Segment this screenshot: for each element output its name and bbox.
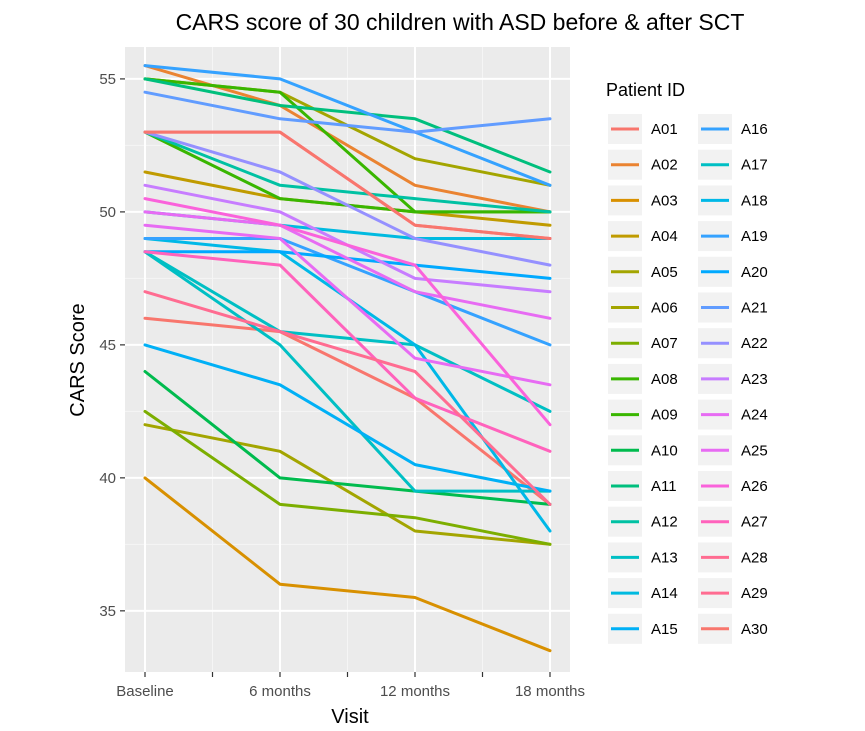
y-tick-label: 45 — [99, 337, 116, 354]
series-line-a26 — [143, 197, 552, 427]
series-line-a17 — [143, 250, 552, 413]
legend-label: A12 — [651, 514, 678, 531]
legend-label: A02 — [651, 157, 678, 174]
legend-label: A04 — [651, 228, 678, 245]
series-line-a30 — [143, 130, 552, 240]
y-tick-label: 55 — [99, 71, 116, 88]
y-axis-label: CARS Score — [67, 303, 89, 416]
legend-title: Patient ID — [606, 80, 685, 100]
series-line-a28 — [143, 290, 552, 506]
legend-label: A17 — [741, 157, 768, 174]
legend-label: A11 — [651, 478, 677, 495]
legend-label: A14 — [651, 585, 678, 602]
y-tick-label: 50 — [99, 204, 116, 221]
series-line-a11 — [143, 77, 552, 174]
series-line-a13 — [143, 250, 552, 493]
legend-label: A28 — [741, 549, 768, 566]
legend-label: A18 — [741, 192, 768, 209]
series-line-a21 — [143, 90, 552, 134]
legend-label: A26 — [741, 478, 768, 495]
legend-label: A08 — [651, 371, 678, 388]
x-axis-label: Visit — [331, 706, 369, 728]
series-line-a16 — [143, 64, 552, 187]
series-line-a03 — [143, 476, 552, 653]
y-tick-label: 40 — [99, 470, 116, 487]
x-tick-label: Baseline — [116, 683, 174, 700]
series-line-a01 — [143, 316, 552, 506]
x-axis: Baseline 6 months 12 months 18 months — [116, 672, 585, 700]
series-line-a19 — [143, 237, 552, 347]
legend-label: A30 — [741, 621, 768, 638]
legend-label: A16 — [741, 121, 768, 138]
x-tick-label: 18 months — [515, 683, 585, 700]
legend-label: A05 — [651, 264, 678, 281]
legend-label: A25 — [741, 442, 768, 459]
series-line-a10 — [143, 370, 552, 506]
legend-label: A21 — [741, 300, 768, 317]
legend-label: A13 — [651, 549, 678, 566]
legend-label: A10 — [651, 442, 678, 459]
series-line-a15 — [143, 343, 552, 493]
legend: Patient ID A01 A02 A03 A04 A05 A06 A07 A08 A09 A1… — [606, 80, 768, 644]
legend-label: A03 — [651, 192, 678, 209]
legend-label: A06 — [651, 300, 678, 317]
series-line-a12 — [143, 130, 552, 214]
chart-title: CARS score of 30 children with ASD befor… — [176, 9, 745, 35]
legend-label: A27 — [741, 514, 768, 531]
x-tick-label: 12 months — [380, 683, 450, 700]
series-line-a07 — [143, 409, 552, 546]
series-line-a22 — [143, 130, 552, 267]
legend-label: A24 — [741, 407, 768, 424]
series-line-a09 — [143, 77, 552, 214]
legend-label: A15 — [651, 621, 678, 638]
legend-label: A20 — [741, 264, 768, 281]
legend-label: A07 — [651, 335, 678, 352]
series-line-a25 — [143, 223, 552, 387]
x-tick-label: 6 months — [249, 683, 311, 700]
y-axis: 35 40 45 50 55 — [99, 71, 125, 620]
legend-label: A29 — [741, 585, 768, 602]
legend-label: A01 — [651, 121, 678, 138]
legend-label: A09 — [651, 407, 678, 424]
series-line-a05 — [143, 423, 552, 546]
y-tick-label: 35 — [99, 603, 116, 620]
legend-label: A23 — [741, 371, 768, 388]
series-lines — [143, 64, 552, 653]
series-line-a24 — [143, 210, 552, 320]
legend-label: A19 — [741, 228, 768, 245]
legend-label: A22 — [741, 335, 768, 352]
series-line-a27 — [143, 250, 552, 453]
